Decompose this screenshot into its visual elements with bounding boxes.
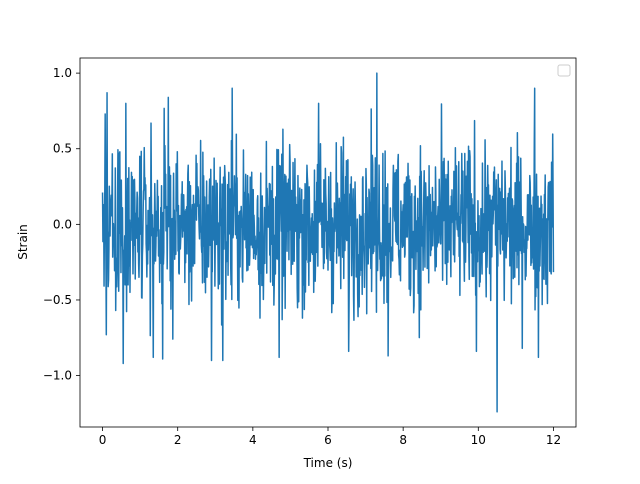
strain-series-line — [101, 72, 555, 413]
x-tick-label: 2 — [174, 433, 182, 447]
y-tick-label: 0.0 — [53, 217, 72, 231]
y-tick-label: −0.5 — [43, 293, 72, 307]
y-axis-ticks: −1.0 −0.5 0.0 0.5 1.0 — [43, 66, 80, 383]
x-tick-label: 6 — [324, 433, 332, 447]
x-axis-label: Time (s) — [303, 456, 353, 470]
series-layer — [101, 72, 555, 413]
y-tick-label: 1.0 — [53, 66, 72, 80]
y-tick-label: −1.0 — [43, 369, 72, 383]
x-tick-label: 10 — [471, 433, 486, 447]
x-axis-ticks: 0 2 4 6 8 10 12 — [99, 427, 561, 447]
y-axis-label: Strain — [16, 224, 30, 260]
x-tick-label: 12 — [546, 433, 561, 447]
legend-box — [557, 64, 571, 77]
x-tick-label: 8 — [399, 433, 407, 447]
x-tick-label: 0 — [99, 433, 107, 447]
x-tick-label: 4 — [249, 433, 257, 447]
y-tick-label: 0.5 — [53, 142, 72, 156]
